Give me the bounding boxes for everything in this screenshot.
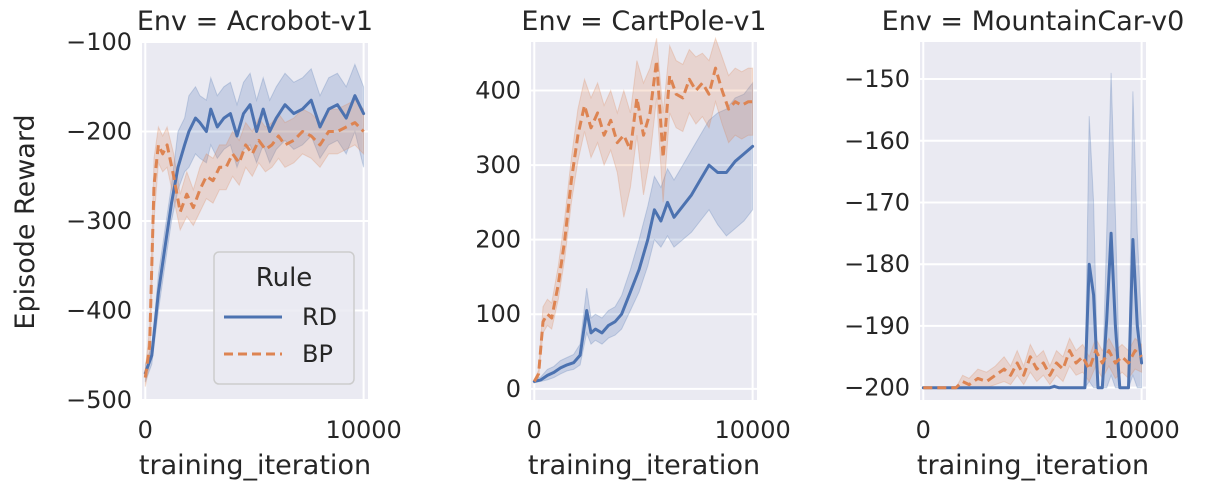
line-bp: [532, 59, 753, 383]
y-tick-label: 0: [506, 375, 521, 403]
y-tick-label: −200: [66, 118, 132, 146]
panel-title: Env = MountainCar-v0: [882, 6, 1185, 37]
y-tick-label: −150: [844, 65, 910, 93]
panel-title: Env = CartPole-v1: [521, 6, 766, 37]
line-rd: [143, 94, 366, 375]
y-axis-label: Episode Reward: [10, 114, 41, 329]
x-tick-label: 0: [138, 416, 153, 444]
line-rd: [921, 231, 1144, 390]
band-rd: [144, 63, 365, 383]
legend-title: Rule: [256, 263, 313, 293]
y-tick-label: −300: [66, 207, 132, 235]
plot-area: [920, 42, 1146, 400]
x-tick-label: 10000: [1103, 416, 1179, 444]
y-tick-label: 200: [475, 226, 521, 254]
y-tick-label: −100: [66, 28, 132, 56]
y-tick-label: −180: [844, 250, 910, 278]
y-tick-label: 100: [475, 300, 521, 328]
x-axis-label: training_iteration: [139, 450, 371, 481]
y-tick-label: −170: [844, 188, 910, 216]
x-tick-label: 10000: [325, 416, 401, 444]
y-tick-label: −160: [844, 127, 910, 155]
band-rd: [533, 81, 754, 384]
legend: Rule RD BP: [213, 251, 355, 385]
x-tick-label: 0: [916, 416, 931, 444]
line-bp: [923, 349, 1143, 390]
x-axis-label: training_iteration: [528, 450, 760, 481]
y-tick-label: −200: [844, 374, 910, 402]
x-tick-label: 0: [527, 416, 542, 444]
panel-title: Env = Acrobot-v1: [137, 6, 373, 37]
y-tick-label: −500: [66, 386, 132, 414]
legend-label-bp: BP: [302, 340, 333, 368]
plot-area: [531, 42, 757, 400]
line-rd: [532, 144, 755, 383]
y-tick-label: 400: [475, 76, 521, 104]
x-axis-label: training_iteration: [917, 450, 1149, 481]
x-tick-label: 10000: [714, 416, 790, 444]
y-tick-label: 300: [475, 151, 521, 179]
y-tick-label: −190: [844, 312, 910, 340]
band-bp: [144, 99, 365, 387]
panel-1: −500 −400 −300 −200 −100 0 10000 Env = Acrobot-…: [66, 6, 402, 481]
panel-3: −200 −190 −180 −170 −160 −150 0 10000 Env = Moun…: [844, 6, 1184, 481]
y-tick-label: −400: [66, 297, 132, 325]
panel-2: 0 100 200 300 400 0 10000 Env = CartPole-v1 trai…: [475, 6, 791, 481]
legend-label-rd: RD: [302, 303, 337, 331]
legend-box: [213, 251, 355, 385]
